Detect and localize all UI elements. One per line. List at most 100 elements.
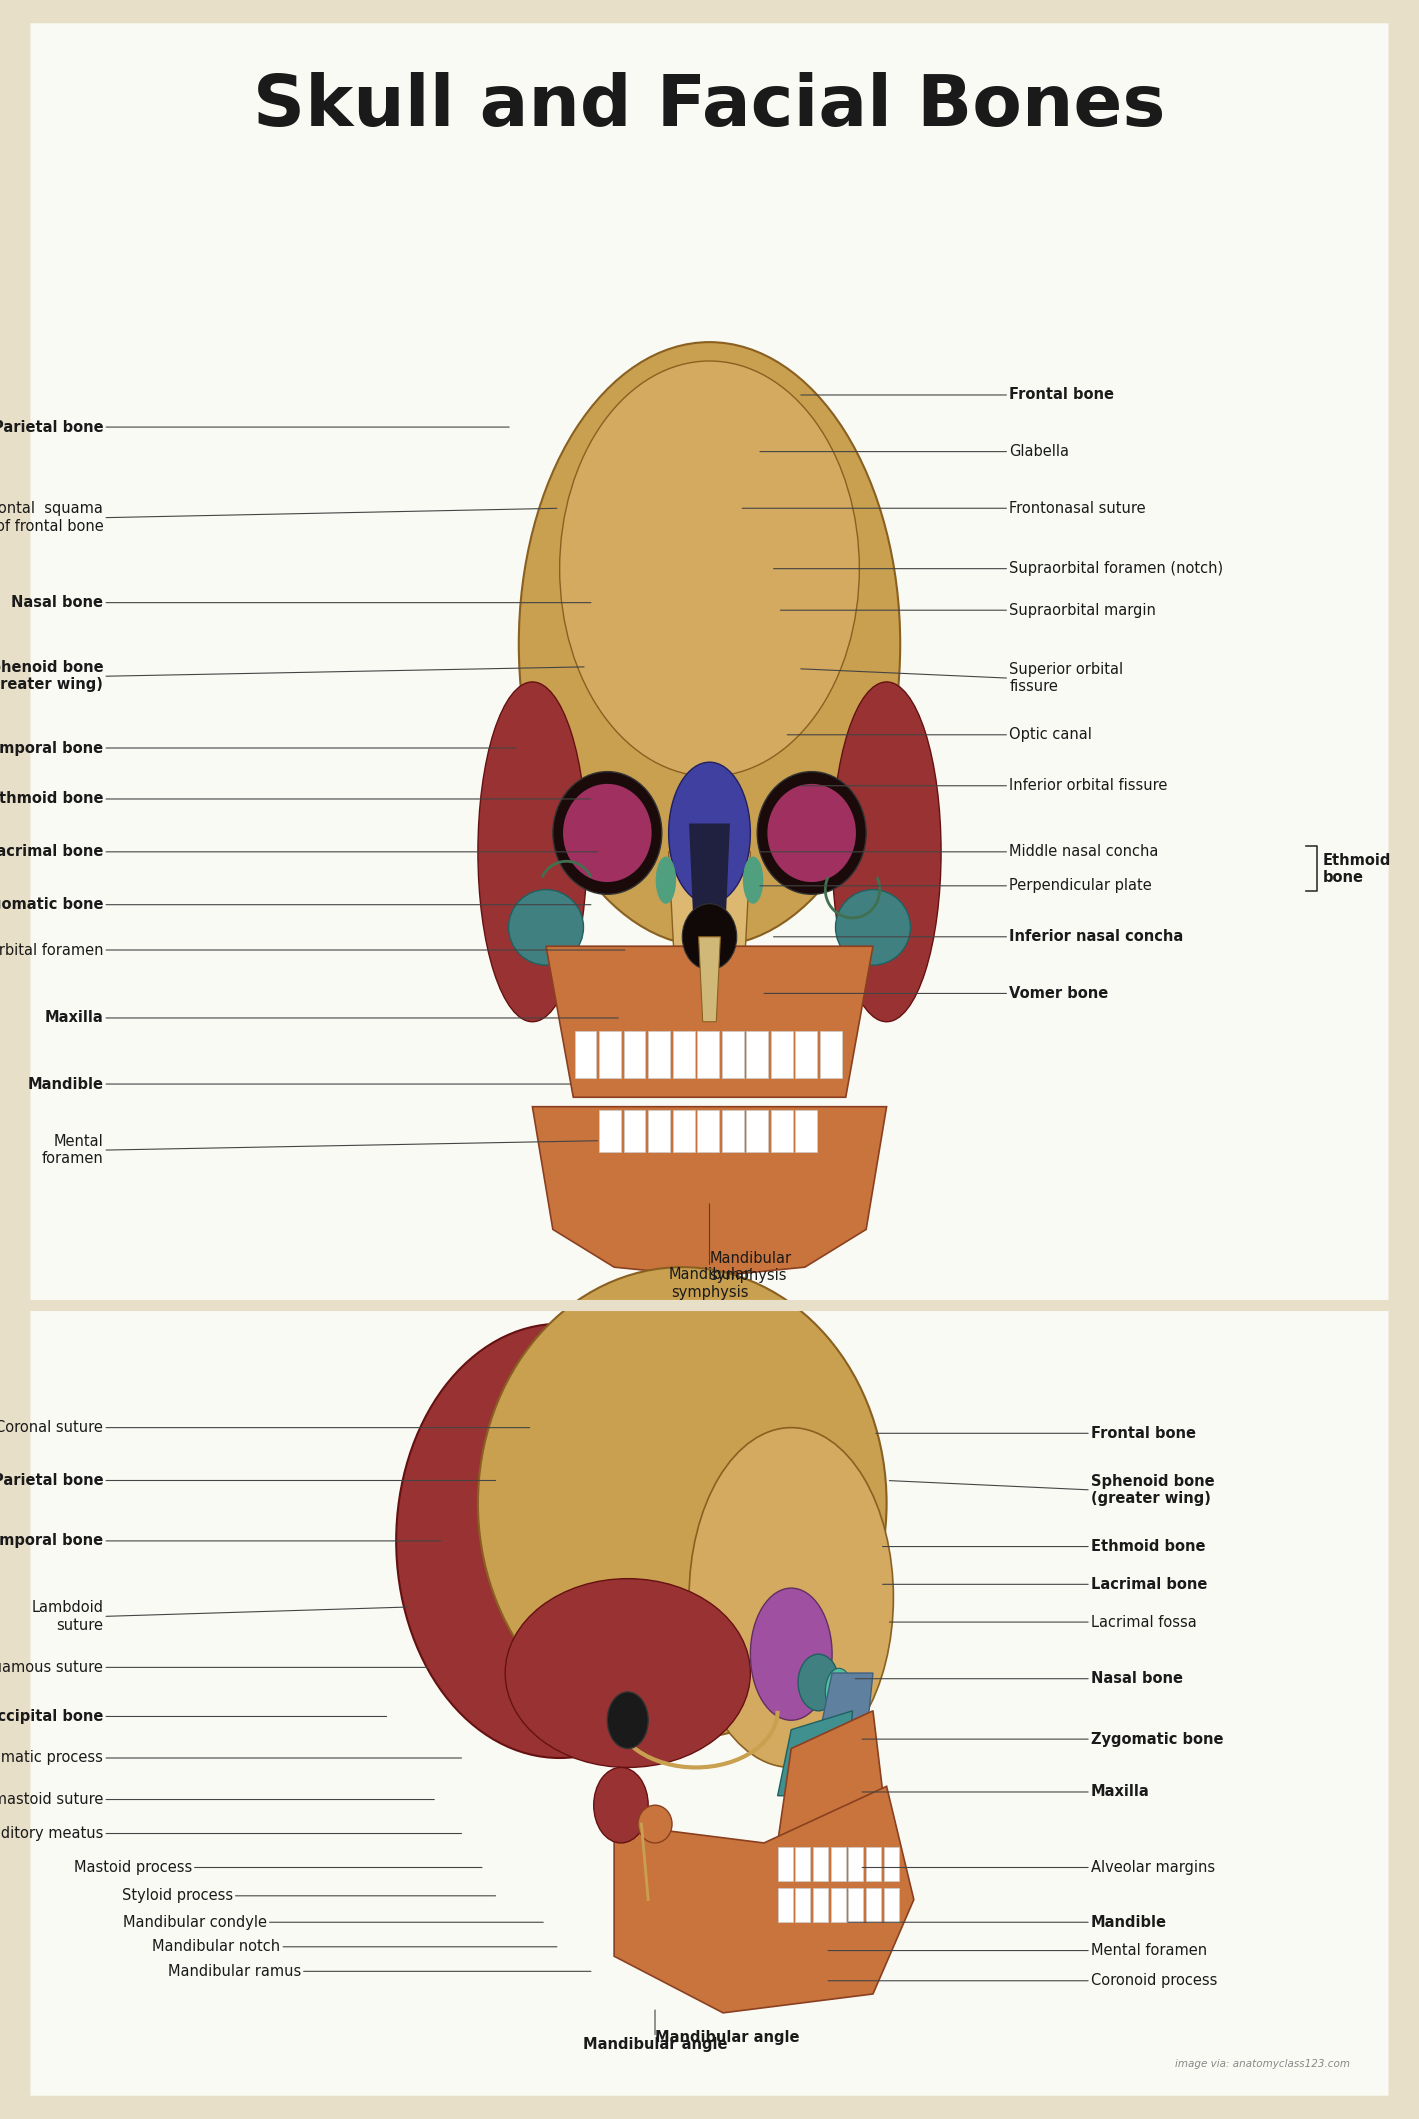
Text: Inferior nasal concha: Inferior nasal concha: [1009, 930, 1183, 945]
Bar: [624, 1110, 646, 1153]
Text: Zygomatic process: Zygomatic process: [0, 1750, 104, 1765]
Text: Glabella: Glabella: [1009, 445, 1069, 460]
Text: Nasal bone: Nasal bone: [11, 595, 104, 610]
Bar: [722, 1110, 744, 1153]
Ellipse shape: [751, 1587, 832, 1721]
Bar: [778, 1888, 793, 1922]
Text: Occipitomastoid suture: Occipitomastoid suture: [0, 1793, 104, 1808]
Bar: [575, 1032, 596, 1079]
Polygon shape: [614, 1786, 914, 2013]
Text: Sphenoid bone
(greater wing): Sphenoid bone (greater wing): [0, 661, 104, 693]
Bar: [866, 1848, 881, 1882]
Text: Supraorbital margin: Supraorbital margin: [1009, 602, 1156, 619]
Polygon shape: [778, 1710, 853, 1795]
Text: Vomer bone: Vomer bone: [1009, 985, 1108, 1000]
Bar: [746, 1032, 768, 1079]
Bar: [813, 1848, 829, 1882]
Text: Coronoid process: Coronoid process: [1091, 1973, 1218, 1988]
Ellipse shape: [563, 784, 651, 882]
Bar: [795, 1848, 810, 1882]
Ellipse shape: [826, 1668, 853, 1716]
Bar: [830, 1848, 846, 1882]
Bar: [648, 1110, 670, 1153]
Text: Sphenoid bone
(greater wing): Sphenoid bone (greater wing): [1091, 1473, 1215, 1507]
Bar: [599, 1032, 622, 1079]
Text: Mandibular ramus: Mandibular ramus: [167, 1964, 301, 1979]
Text: Styloid process: Styloid process: [122, 1888, 233, 1903]
Ellipse shape: [656, 856, 675, 903]
Bar: [722, 1032, 744, 1079]
Bar: [884, 1848, 898, 1882]
Text: Mastoid process: Mastoid process: [74, 1860, 192, 1875]
Text: Ethmoid
bone: Ethmoid bone: [1323, 852, 1391, 886]
Ellipse shape: [683, 903, 736, 971]
Bar: [813, 1888, 829, 1922]
Bar: [746, 1110, 768, 1153]
Text: Inferior orbital fissure: Inferior orbital fissure: [1009, 778, 1168, 793]
Bar: [673, 1110, 694, 1153]
Text: Frontal bone: Frontal bone: [1091, 1426, 1196, 1441]
Text: Frontonasal suture: Frontonasal suture: [1009, 500, 1145, 515]
Text: Supraorbital foramen (notch): Supraorbital foramen (notch): [1009, 562, 1223, 576]
Text: Lacrimal bone: Lacrimal bone: [0, 843, 104, 860]
Ellipse shape: [553, 771, 661, 894]
FancyBboxPatch shape: [28, 21, 1391, 2098]
Ellipse shape: [478, 1267, 887, 1740]
Text: Mental
foramen: Mental foramen: [41, 1134, 104, 1165]
Text: Superior orbital
fissure: Superior orbital fissure: [1009, 661, 1124, 695]
Ellipse shape: [797, 1655, 839, 1710]
Bar: [648, 1032, 670, 1079]
Bar: [795, 1110, 817, 1153]
Bar: [771, 1032, 793, 1079]
Text: Ethmoid bone: Ethmoid bone: [1091, 1538, 1205, 1553]
Text: Middle nasal concha: Middle nasal concha: [1009, 843, 1158, 860]
Ellipse shape: [744, 856, 763, 903]
Text: Frontal  squama
of frontal bone: Frontal squama of frontal bone: [0, 502, 104, 534]
Bar: [820, 1032, 841, 1079]
Text: Infraorbital foramen: Infraorbital foramen: [0, 943, 104, 958]
Polygon shape: [668, 852, 751, 983]
Ellipse shape: [668, 763, 751, 903]
Text: Zygomatic bone: Zygomatic bone: [0, 896, 104, 911]
Text: Mandibular angle: Mandibular angle: [656, 2030, 799, 2045]
Text: image via: anatomyclass123.com: image via: anatomyclass123.com: [1175, 2060, 1349, 2070]
Text: Squamous suture: Squamous suture: [0, 1659, 104, 1674]
Text: Mandible: Mandible: [1091, 1916, 1166, 1930]
Text: Lacrimal bone: Lacrimal bone: [1091, 1577, 1208, 1591]
Bar: [697, 1032, 719, 1079]
Text: Skull and Facial Bones: Skull and Facial Bones: [254, 72, 1165, 140]
Ellipse shape: [690, 1428, 894, 1767]
Ellipse shape: [832, 682, 941, 1021]
Text: Mandibular
symphysis: Mandibular symphysis: [710, 1250, 792, 1284]
Ellipse shape: [758, 771, 866, 894]
Text: Parietal bone: Parietal bone: [0, 420, 104, 434]
Ellipse shape: [593, 1767, 648, 1844]
Bar: [849, 1848, 863, 1882]
Bar: [884, 1888, 898, 1922]
Text: Ethmoid bone: Ethmoid bone: [0, 793, 104, 807]
Bar: [830, 1888, 846, 1922]
Ellipse shape: [478, 682, 587, 1021]
Polygon shape: [690, 824, 729, 918]
Ellipse shape: [559, 360, 860, 776]
Bar: [673, 1032, 694, 1079]
Polygon shape: [546, 947, 873, 1098]
Bar: [599, 1110, 622, 1153]
Ellipse shape: [639, 1805, 673, 1844]
Ellipse shape: [519, 341, 900, 947]
Ellipse shape: [505, 1579, 751, 1767]
Text: External auditory meatus: External auditory meatus: [0, 1827, 104, 1841]
Polygon shape: [778, 1710, 887, 1863]
Polygon shape: [698, 937, 721, 1021]
Text: Temporal bone: Temporal bone: [0, 740, 104, 756]
Ellipse shape: [508, 890, 583, 964]
Text: Occipital bone: Occipital bone: [0, 1708, 104, 1725]
Text: Parietal bone: Parietal bone: [0, 1473, 104, 1488]
Text: Mandible: Mandible: [27, 1076, 104, 1091]
Text: Optic canal: Optic canal: [1009, 727, 1093, 742]
Text: Nasal bone: Nasal bone: [1091, 1672, 1183, 1687]
Bar: [849, 1888, 863, 1922]
Bar: [624, 1032, 646, 1079]
Text: Coronal suture: Coronal suture: [0, 1420, 104, 1435]
Text: Mandibular angle: Mandibular angle: [583, 2036, 728, 2053]
